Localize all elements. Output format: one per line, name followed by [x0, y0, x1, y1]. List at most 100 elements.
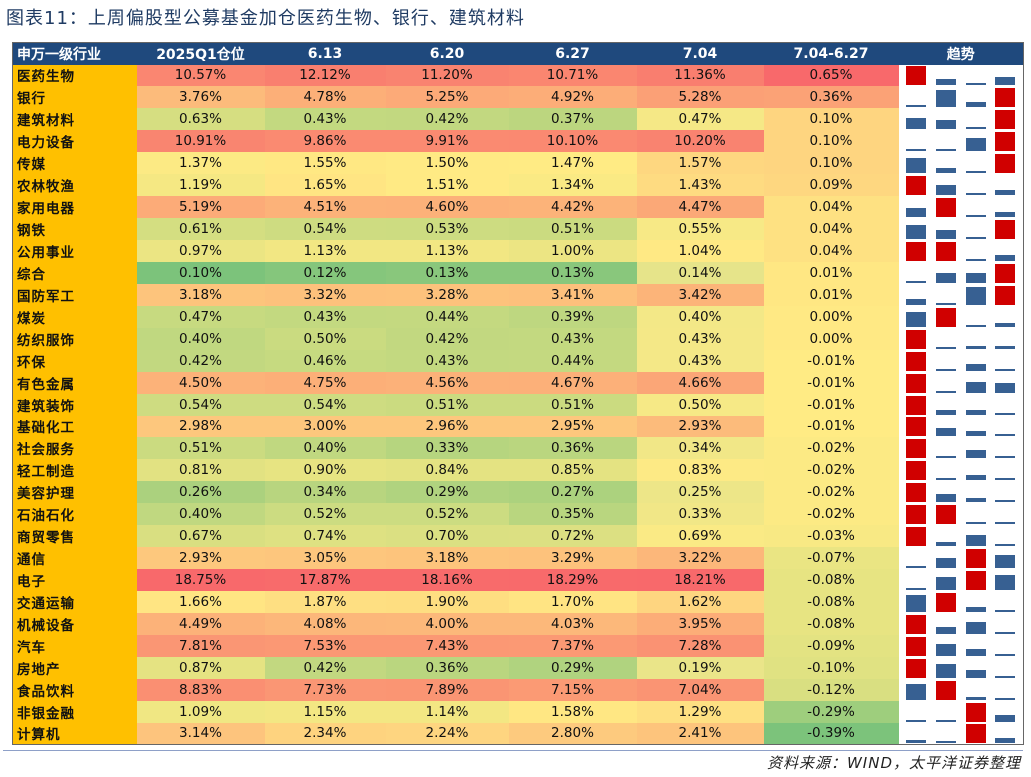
- trend-bar: [995, 653, 1016, 656]
- trend-sparkline: [898, 678, 1024, 701]
- cell-0620: 1.50%: [385, 152, 509, 175]
- trend-bar: [935, 119, 956, 130]
- trend-bar: [965, 724, 986, 744]
- trend-sparkline: [898, 86, 1024, 109]
- cell-change: -0.39%: [763, 722, 899, 745]
- cell-0704: 1.43%: [636, 174, 764, 197]
- cell-change: 0.01%: [763, 283, 899, 306]
- cell-0620: 1.90%: [385, 591, 509, 613]
- industry-name: 有色金属: [12, 371, 137, 394]
- cell-0704: 18.21%: [636, 569, 764, 591]
- trend-bar: [995, 211, 1016, 218]
- cell-0704: 5.28%: [636, 86, 764, 109]
- trend-sparkline: [898, 327, 1024, 350]
- cell-0704: 0.83%: [636, 459, 764, 482]
- trend-bar: [906, 224, 927, 240]
- trend-bar: [995, 554, 1016, 569]
- cell-q1: 2.98%: [136, 415, 265, 438]
- industry-name: 纺织服饰: [12, 327, 137, 350]
- trend-bar: [906, 636, 927, 656]
- cell-0620: 0.33%: [385, 437, 509, 460]
- trend-bar: [995, 285, 1016, 305]
- trend-bar: [965, 102, 986, 108]
- industry-name: 电子: [12, 569, 137, 591]
- trend-bar: [995, 189, 1016, 196]
- cell-0613: 3.00%: [264, 415, 386, 438]
- cell-q1: 18.75%: [136, 569, 265, 591]
- trend-bar: [935, 273, 956, 283]
- trend-bar: [995, 220, 1016, 240]
- cell-0613: 0.43%: [264, 108, 386, 131]
- trend-sparkline: [898, 591, 1024, 613]
- cell-0627: 10.10%: [508, 130, 637, 153]
- trend-bar: [995, 412, 1016, 415]
- table-row: 有色金属 4.50% 4.75% 4.56% 4.67% 4.66% -0.01%: [12, 371, 1024, 394]
- cell-0613: 0.46%: [264, 349, 386, 372]
- cell-q1: 0.40%: [136, 327, 265, 350]
- cell-0620: 18.16%: [385, 569, 509, 591]
- cell-0613: 7.73%: [264, 678, 386, 701]
- trend-bar: [995, 132, 1016, 152]
- industry-name: 计算机: [12, 722, 137, 745]
- trend-bar: [995, 715, 1016, 722]
- cell-q1: 2.93%: [136, 547, 265, 570]
- cell-0620: 0.36%: [385, 656, 509, 679]
- industry-name: 非银金融: [12, 700, 137, 723]
- trend-bar: [935, 741, 956, 744]
- cell-0613: 4.51%: [264, 196, 386, 219]
- trend-bar: [935, 663, 956, 678]
- cell-change: -0.12%: [763, 678, 899, 701]
- industry-name: 石油石化: [12, 503, 137, 526]
- cell-0704: 7.28%: [636, 634, 764, 657]
- cell-0704: 0.19%: [636, 656, 764, 679]
- cell-change: -0.08%: [763, 612, 899, 635]
- table-row: 商贸零售 0.67% 0.74% 0.70% 0.72% 0.69% -0.03%: [12, 525, 1024, 548]
- cell-change: -0.02%: [763, 481, 899, 504]
- source-note: 资料来源：WIND，太平洋证券整理: [766, 754, 1021, 772]
- header-0627: 6.27: [508, 42, 637, 65]
- trend-sparkline: [898, 196, 1024, 219]
- cell-change: -0.08%: [763, 591, 899, 613]
- trend-bar: [965, 193, 986, 196]
- trend-bar: [965, 215, 986, 218]
- cell-0704: 0.43%: [636, 327, 764, 350]
- trend-sparkline: [898, 261, 1024, 284]
- trend-bar: [935, 542, 956, 547]
- cell-q1: 3.18%: [136, 283, 265, 306]
- cell-0620: 0.53%: [385, 218, 509, 240]
- cell-q1: 10.91%: [136, 130, 265, 153]
- table-row: 银行 3.76% 4.78% 5.25% 4.92% 5.28% 0.36%: [12, 86, 1024, 109]
- trend-bar: [995, 609, 1016, 612]
- trend-bar: [906, 149, 927, 152]
- cell-0613: 3.32%: [264, 283, 386, 306]
- cell-0620: 0.52%: [385, 503, 509, 526]
- cell-0627: 3.29%: [508, 547, 637, 570]
- trend-bar: [965, 697, 986, 700]
- table-row: 房地产 0.87% 0.42% 0.36% 0.29% 0.19% -0.10%: [12, 656, 1024, 679]
- trend-sparkline: [898, 371, 1024, 394]
- trend-bar: [995, 382, 1016, 393]
- table-row: 建筑装饰 0.54% 0.54% 0.51% 0.51% 0.50% -0.01%: [12, 393, 1024, 416]
- table-row: 食品饮料 8.83% 7.73% 7.89% 7.15% 7.04% -0.12%: [12, 678, 1024, 701]
- trend-bar: [965, 622, 986, 634]
- trend-bar: [935, 89, 956, 108]
- trend-sparkline: [898, 612, 1024, 635]
- trend-sparkline: [898, 174, 1024, 197]
- cell-0627: 0.72%: [508, 525, 637, 548]
- cell-q1: 0.40%: [136, 503, 265, 526]
- table-row: 综合 0.10% 0.12% 0.13% 0.13% 0.14% 0.01%: [12, 261, 1024, 284]
- trend-bar: [965, 498, 986, 503]
- trend-bar: [906, 299, 927, 305]
- trend-bar: [935, 148, 956, 152]
- cell-0704: 0.40%: [636, 305, 764, 328]
- cell-change: 0.36%: [763, 86, 899, 109]
- cell-0704: 0.50%: [636, 393, 764, 416]
- trend-bar: [906, 719, 927, 722]
- cell-0620: 1.13%: [385, 240, 509, 262]
- cell-change: -0.29%: [763, 700, 899, 723]
- cell-0704: 3.42%: [636, 283, 764, 306]
- cell-0704: 4.47%: [636, 196, 764, 219]
- cell-0620: 3.18%: [385, 547, 509, 570]
- trend-bar: [906, 395, 927, 415]
- cell-0613: 1.87%: [264, 591, 386, 613]
